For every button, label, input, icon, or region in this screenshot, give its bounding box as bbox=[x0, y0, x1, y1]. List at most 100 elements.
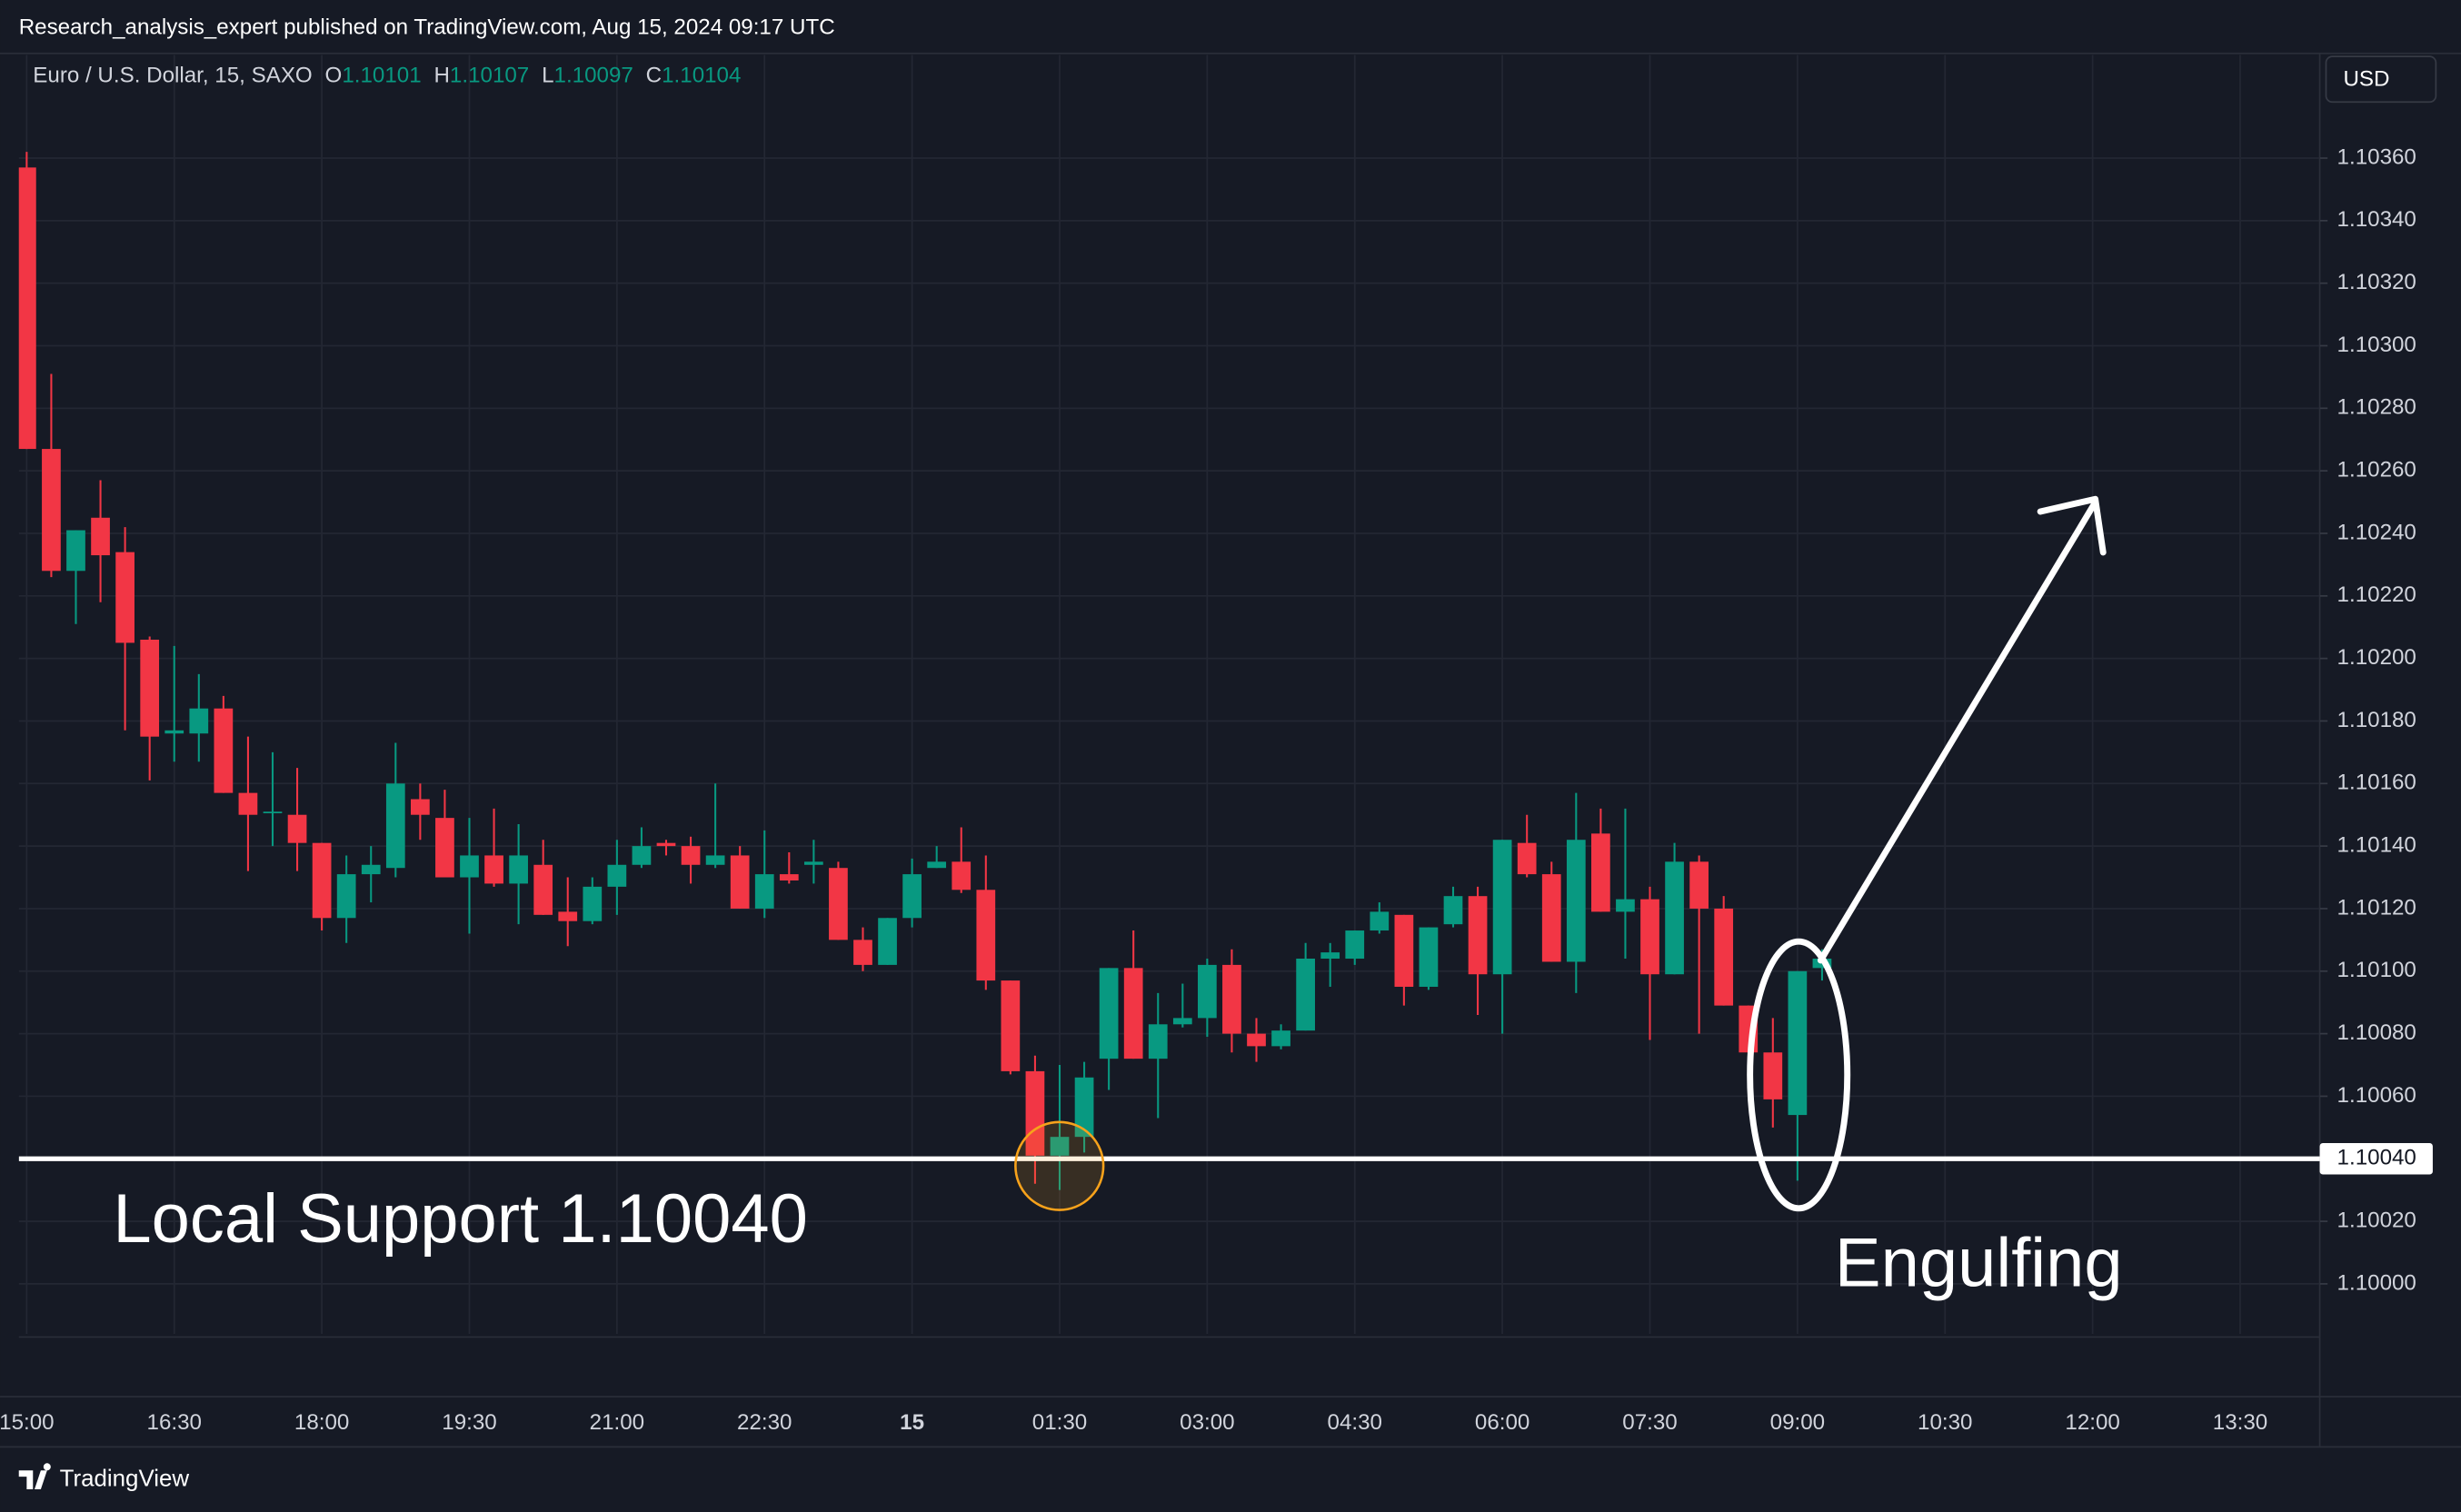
candle-body bbox=[115, 552, 135, 643]
candle-body bbox=[632, 846, 652, 865]
y-tick-label: 1.10100 bbox=[2337, 958, 2416, 982]
candle-body bbox=[1296, 959, 1315, 1031]
candle-body bbox=[1370, 911, 1390, 931]
x-tick-label: 16:30 bbox=[147, 1410, 202, 1435]
y-tick-label: 1.10120 bbox=[2337, 895, 2416, 920]
candle-body bbox=[91, 517, 110, 556]
candle-body bbox=[1247, 1033, 1266, 1047]
y-tick-label: 1.10340 bbox=[2337, 207, 2416, 232]
x-tick-label: 15:00 bbox=[0, 1410, 55, 1435]
x-tick-label: 22:30 bbox=[737, 1410, 792, 1435]
candle-body bbox=[189, 708, 209, 734]
candle-body bbox=[1640, 899, 1659, 975]
brand-logo bbox=[18, 1463, 51, 1489]
candle-body bbox=[1541, 874, 1561, 962]
ohlc-value: 1.10101 bbox=[342, 64, 421, 88]
candle-body bbox=[754, 874, 774, 909]
candle-body bbox=[1172, 1018, 1192, 1025]
candle-body bbox=[681, 846, 701, 865]
candle-body bbox=[66, 530, 85, 572]
candle-body bbox=[1714, 908, 1734, 1006]
candle-body bbox=[263, 811, 283, 813]
candle-body bbox=[1665, 861, 1684, 975]
candle-body bbox=[1394, 914, 1414, 987]
currency-button[interactable]: USD bbox=[2325, 55, 2437, 104]
y-tick-label: 1.10060 bbox=[2337, 1083, 2416, 1108]
x-tick-label: 01:30 bbox=[1032, 1410, 1087, 1435]
x-tick-label: 19:30 bbox=[442, 1410, 496, 1435]
candle-body bbox=[829, 868, 848, 940]
candle-body bbox=[1074, 1077, 1094, 1138]
candle-body bbox=[484, 855, 503, 884]
y-tick-label: 1.10280 bbox=[2337, 395, 2416, 420]
candle-body bbox=[42, 449, 61, 572]
currency-button-label[interactable]: USD bbox=[2343, 66, 2389, 91]
candle-body bbox=[705, 855, 725, 865]
candle-body bbox=[878, 918, 897, 965]
candle-body bbox=[1689, 861, 1709, 909]
x-tick-label: 21:00 bbox=[590, 1410, 644, 1435]
x-tick-label: 18:00 bbox=[294, 1410, 349, 1435]
candle-body bbox=[1198, 964, 1217, 1019]
ohlc-value: 1.10097 bbox=[554, 64, 633, 88]
candle-body bbox=[1345, 930, 1365, 960]
y-tick-label: 1.10300 bbox=[2337, 333, 2416, 357]
candle-body bbox=[1566, 840, 1586, 962]
x-tick-label: 06:00 bbox=[1475, 1410, 1529, 1435]
candle-body bbox=[952, 861, 971, 890]
candle-body bbox=[1123, 968, 1143, 1059]
y-tick-label: 1.10160 bbox=[2337, 771, 2416, 795]
x-tick-label: 04:30 bbox=[1328, 1410, 1382, 1435]
symbol: Euro / U.S. Dollar, 15, SAXO bbox=[33, 64, 312, 88]
pattern-annotation: Engulfing bbox=[1835, 1225, 2123, 1302]
brand-name: TradingView bbox=[60, 1466, 190, 1491]
candle-body bbox=[1320, 952, 1340, 960]
candle-body bbox=[976, 890, 996, 981]
candle-body bbox=[1419, 927, 1439, 987]
y-tick-label: 1.10020 bbox=[2337, 1208, 2416, 1232]
ohlc-key: L bbox=[542, 64, 553, 88]
candle-body bbox=[1443, 896, 1463, 925]
candle-body bbox=[509, 855, 528, 884]
candle-body bbox=[779, 874, 799, 880]
y-tick-label: 1.10360 bbox=[2337, 144, 2416, 169]
y-tick-label: 1.10080 bbox=[2337, 1020, 2416, 1045]
axes: 1.10000 1.10020 1.10040 1.10060 1.10080 1.101… bbox=[0, 144, 2433, 1435]
candle-body bbox=[804, 861, 823, 865]
arrow-head bbox=[2037, 495, 2107, 556]
candle-body bbox=[583, 886, 603, 921]
ohlc-value: 1.10107 bbox=[450, 64, 529, 88]
candle-body bbox=[927, 861, 947, 869]
currency-button-frame[interactable] bbox=[2325, 55, 2437, 104]
candle-body bbox=[1763, 1052, 1783, 1099]
grid bbox=[18, 55, 2320, 1334]
support-price-label: 1.10040 bbox=[2337, 1146, 2416, 1170]
candle-body bbox=[164, 730, 184, 734]
legend: Euro / U.S. Dollar, 15, SAXO O1.10101 H1.1… bbox=[33, 64, 741, 88]
candle-body bbox=[656, 842, 676, 847]
candle-body bbox=[902, 874, 922, 919]
y-tick-label: 1.10000 bbox=[2337, 1270, 2416, 1295]
candle-body bbox=[853, 940, 872, 965]
x-tick-label: 03:00 bbox=[1180, 1410, 1234, 1435]
candle-body bbox=[312, 842, 332, 919]
x-tick-label: 15 bbox=[900, 1410, 924, 1435]
highlight-circle bbox=[1014, 1120, 1105, 1211]
candle-body bbox=[140, 639, 160, 737]
candle-body bbox=[1517, 842, 1537, 875]
candle-body bbox=[385, 783, 405, 869]
candle-body bbox=[533, 864, 553, 915]
drawings bbox=[1014, 495, 2107, 1212]
brand: TradingView bbox=[18, 1463, 190, 1491]
ohlc-key: O bbox=[325, 64, 343, 88]
candle-body bbox=[1001, 980, 1021, 1071]
candle-body bbox=[238, 792, 258, 815]
candle-body bbox=[1468, 896, 1488, 975]
y-tick-label: 1.10240 bbox=[2337, 520, 2416, 544]
candle-body bbox=[1492, 840, 1512, 975]
support-price-tag bbox=[2319, 1142, 2433, 1175]
candle-body bbox=[1050, 1137, 1070, 1156]
candle-body bbox=[214, 708, 234, 793]
